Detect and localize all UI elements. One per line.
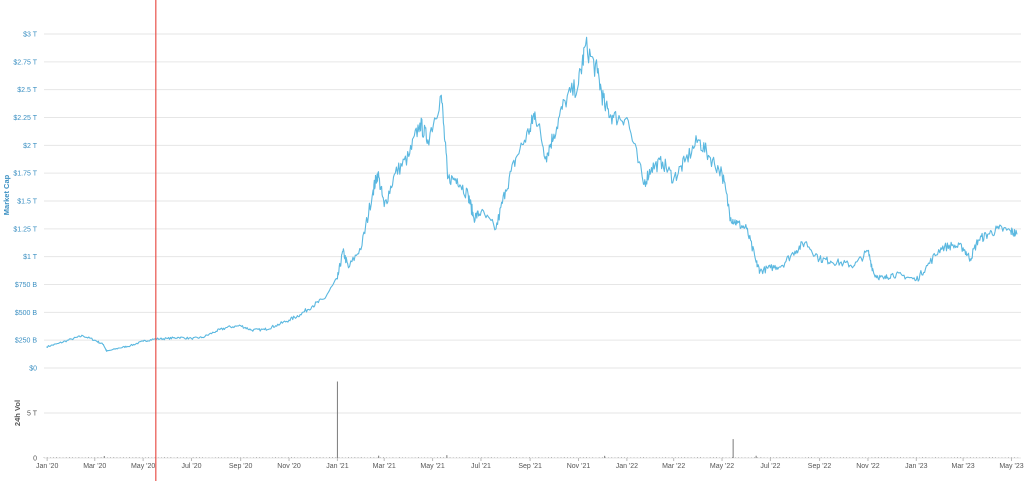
y-tick-label: $250 B xyxy=(15,338,38,345)
market-cap-axis-label: Market Cap xyxy=(2,174,11,215)
x-tick-label: Nov '22 xyxy=(856,463,880,470)
x-tick-label: May '20 xyxy=(131,463,155,470)
volume-grid xyxy=(44,412,1021,459)
y-tick-label: $3 T xyxy=(23,32,38,39)
x-tick-label: Jul '20 xyxy=(181,463,201,470)
x-tick-label: Nov '20 xyxy=(277,463,301,470)
x-tick-label: Mar '20 xyxy=(83,463,106,470)
x-tick-label: May '21 xyxy=(420,463,444,470)
x-tick-label: Sep '22 xyxy=(808,463,832,470)
x-tick-label: Jan '20 xyxy=(36,463,58,470)
x-tick-label: Jul '21 xyxy=(471,463,491,470)
x-tick-label: May '22 xyxy=(710,463,734,470)
volume-bars xyxy=(43,381,1019,458)
y-tick-label: $1.25 T xyxy=(13,226,37,233)
x-tick-label: Jan '23 xyxy=(905,463,927,470)
volume-y-axis: 0 5 T xyxy=(27,411,38,463)
x-tick-label: Sep '21 xyxy=(518,463,542,470)
volume-y-tick-label: 0 xyxy=(33,456,37,463)
x-axis: Jan '20 Mar '20 May '20 Jul '20 Sep '20 Nov '… xyxy=(36,458,1024,470)
x-tick-label: Jan '21 xyxy=(326,463,348,470)
x-tick-label: Mar '21 xyxy=(373,463,396,470)
market-cap-y-axis: $0 $250 B $500 B $750 B $1 T $1.25 T $1.5 T $1.… xyxy=(13,32,37,373)
y-tick-label: $500 B xyxy=(15,310,38,317)
market-cap-line xyxy=(46,36,1018,352)
x-tick-label: Jan '22 xyxy=(616,463,638,470)
y-tick-label: $2.5 T xyxy=(17,87,37,94)
market-cap-grid xyxy=(44,33,1021,369)
y-tick-label: $1.5 T xyxy=(17,199,37,206)
x-tick-label: Mar '22 xyxy=(662,463,685,470)
x-tick-label: Nov '21 xyxy=(567,463,591,470)
y-tick-label: $2 T xyxy=(23,143,38,150)
x-tick-label: Jul '22 xyxy=(760,463,780,470)
y-tick-label: $2.25 T xyxy=(13,115,37,122)
y-tick-label: $750 B xyxy=(15,282,38,289)
x-tick-label: Mar '23 xyxy=(952,463,975,470)
x-tick-label: Sep '20 xyxy=(229,463,253,470)
y-tick-label: $1.75 T xyxy=(13,171,37,178)
y-tick-label: $2.75 T xyxy=(13,59,37,66)
y-tick-label: $1 T xyxy=(23,254,38,261)
volume-y-tick-label: 5 T xyxy=(27,411,38,418)
x-tick-label: May '23 xyxy=(999,463,1023,470)
y-tick-label: $0 xyxy=(29,366,37,373)
volume-axis-label: 24h Vol xyxy=(13,400,22,426)
